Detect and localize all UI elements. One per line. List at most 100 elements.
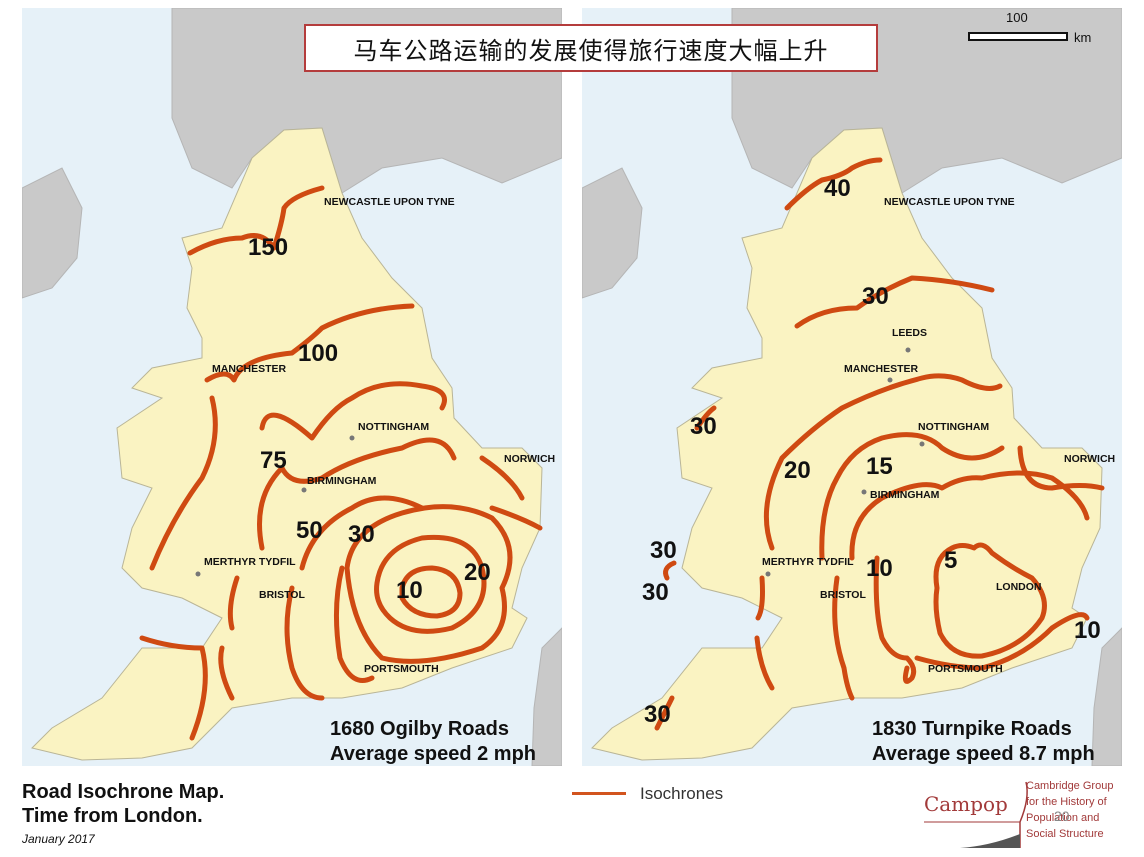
city-dot-leeds [905,347,911,353]
city-portsmouth: PORTSMOUTH [364,663,439,675]
city-newcastle-right: NEWCASTLE UPON TYNE [884,196,1015,208]
scale-bar-graphic [968,32,1068,41]
iso-label-100: 100 [298,340,338,367]
city-nottingham: NOTTINGHAM [358,421,429,433]
city-london: LONDON [996,581,1042,593]
city-portsmouth-right: PORTSMOUTH [928,663,1003,675]
campop-logo-graphic [924,781,1028,848]
map-1680-caption-line2: Average speed 2 mph [330,743,537,765]
city-manchester: MANCHESTER [212,363,287,375]
footer-title: Road Isochrone Map. Time from London. [22,780,224,828]
iso-label-30-cornwall: 30 [644,701,671,728]
city-birmingham: BIRMINGHAM [307,475,377,487]
isochrone-norwich [1017,445,1105,491]
france-shape-right [1091,627,1122,766]
isochrone-coast-sw [654,695,675,731]
map-1830-svg: NEWCASTLE UPON TYNE LEEDS MANCHESTER NOT… [582,8,1122,766]
map-1830-caption: 1830 Turnpike Roads Average speed 8.7 mp… [872,717,1095,767]
city-labels: NEWCASTLE UPON TYNE MANCHESTER NOTTINGHA… [195,196,555,675]
iso-label-10-kent: 10 [1074,617,1101,644]
map-1680: NEWCASTLE UPON TYNE MANCHESTER NOTTINGHA… [22,8,562,766]
campop-name: Campop [924,792,1008,816]
footer-title-line1: Road Isochrone Map. [22,781,225,803]
ireland-shape-right [582,167,643,299]
city-bristol: BRISTOL [259,589,305,601]
campop-org-line2: for the History of [1026,796,1107,808]
campop-org-line4: Social Structure [1026,828,1104,840]
ireland-shape [22,167,83,299]
iso-label-10: 10 [866,555,893,582]
iso-label-20: 20 [464,559,491,586]
city-bristol-right: BRISTOL [820,589,866,601]
iso-label-75: 75 [260,447,287,474]
page-number: 20 [1054,808,1070,824]
isochrone-75 [149,381,447,571]
isochrone-100 [204,303,415,383]
campop-org-line3: Population and [1026,812,1100,824]
isochrone-20 [344,504,513,664]
isochrone-labels-right: 40 30 30 20 15 10 5 30 30 30 10 [642,175,1101,728]
slide-title: 马车公路运输的发展使得旅行速度大幅上升 [304,24,878,72]
footer-title-line2: Time from London. [22,805,203,827]
iso-label-5: 5 [944,547,957,574]
iso-label-30-wales: 30 [690,413,717,440]
scale-value: 100 [1006,10,1028,25]
city-labels-right: NEWCASTLE UPON TYNE LEEDS MANCHESTER NOT… [762,196,1115,675]
iso-label-10: 10 [396,577,423,604]
city-merthyr-tydfil: MERTHYR TYDFIL [204,556,296,568]
isochrone-30-north [794,275,995,329]
campop-org: Cambridge Group for the History of Popul… [1026,778,1113,842]
iso-label-50: 50 [296,517,323,544]
map-1680-svg: NEWCASTLE UPON TYNE MANCHESTER NOTTINGHA… [22,8,562,766]
city-birmingham-right: BIRMINGHAM [870,489,940,501]
isochrone-10 [399,565,463,619]
city-merthyr-tydfil-right: MERTHYR TYDFIL [762,556,854,568]
isochrone-5 [933,542,1047,659]
city-dot-manchester-right [887,377,893,383]
city-dot-birmingham [301,487,307,493]
iso-label-30-sw2: 30 [642,579,669,606]
iso-label-30-north: 30 [862,283,889,310]
city-norwich-right: NORWICH [1064,453,1115,465]
campop-logo: Campop Cambridge Group for the History o… [920,778,1130,850]
legend-isochrone-swatch [572,792,626,795]
map-1680-caption: 1680 Ogilby Roads Average speed 2 mph [330,717,536,767]
iso-label-15: 15 [866,453,893,480]
scale-bar: 100 km [966,10,1106,50]
city-dot-nottingham-right [919,441,925,447]
city-manchester-right: MANCHESTER [844,363,919,375]
map-1830-caption-line2: Average speed 8.7 mph [872,743,1095,765]
isochrone-150 [187,185,325,256]
isochrone-20 [763,373,1003,551]
campop-org-line1: Cambridge Group [1026,780,1114,792]
city-newcastle: NEWCASTLE UPON TYNE [324,196,455,208]
isochrone-40 [784,157,883,211]
iso-label-150: 150 [248,234,288,261]
footer-date: January 2017 [22,832,95,846]
city-nottingham-right: NOTTINGHAM [918,421,989,433]
legend: Isochrones [572,782,772,806]
isochrone-10-south [873,555,1090,684]
isochrone-15 [754,432,1005,691]
iso-label-20: 20 [784,457,811,484]
isochrone-30 [284,455,543,701]
iso-label-40: 40 [824,175,851,202]
map-1830: NEWCASTLE UPON TYNE LEEDS MANCHESTER NOT… [582,8,1122,766]
city-dot-birmingham-right [861,489,867,495]
scale-unit: km [1074,30,1092,45]
isochrone-10 [832,470,1090,701]
isochrone-coast-wales-1 [694,405,717,431]
isochrone-ring2 [374,534,487,634]
legend-isochrone-label: Isochrones [640,784,724,803]
isochrone-50 [218,437,457,701]
france-shape [531,627,562,766]
england-wales-shape-right [591,127,1103,761]
city-norwich: NORWICH [504,453,555,465]
england-wales-shape [31,127,543,761]
iso-label-30-sw1: 30 [650,537,677,564]
isochrone-coast-wales-2 [663,560,677,581]
city-leeds: LEEDS [892,327,927,339]
isochrone-labels: 150 100 75 50 30 20 10 [248,234,491,604]
iso-label-30: 30 [348,521,375,548]
city-dot-merthyr [195,571,201,577]
